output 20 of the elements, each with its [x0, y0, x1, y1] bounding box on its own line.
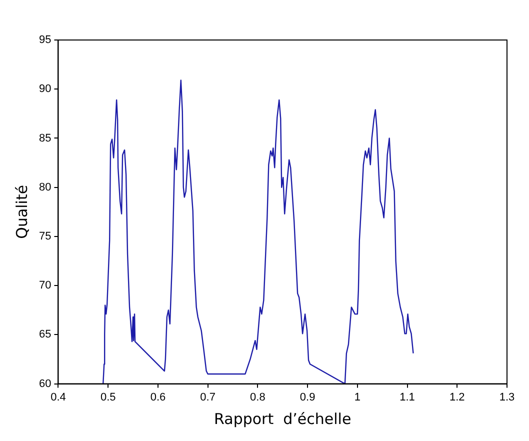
x-tick-label: 1.3 — [499, 391, 515, 404]
y-tick-label: 60 — [38, 378, 52, 390]
y-tick-label: 85 — [38, 132, 52, 144]
y-axis-title: Qualité — [12, 184, 31, 239]
y-tick-label: 90 — [38, 83, 52, 96]
y-tick-label: 70 — [38, 280, 52, 292]
x-tick-label: 0.7 — [200, 391, 216, 404]
x-tick-label: 0.9 — [300, 391, 316, 404]
y-tick-label: 65 — [38, 328, 52, 341]
x-axis-title: Rapport d’échelle — [214, 410, 352, 428]
x-tick-label: 1.2 — [449, 391, 465, 404]
y-tick-label: 80 — [38, 181, 52, 194]
x-tick-label: 0.8 — [250, 391, 266, 404]
x-tick-label: 1.1 — [400, 391, 415, 404]
y-tick-label: 75 — [38, 230, 52, 242]
x-tick-label: 0.4 — [50, 391, 66, 404]
y-tick-label: 95 — [38, 34, 52, 46]
x-tick-label: 0.5 — [100, 391, 116, 404]
x-tick-label: 0.6 — [150, 391, 166, 404]
x-tick-label: 1 — [354, 391, 360, 404]
